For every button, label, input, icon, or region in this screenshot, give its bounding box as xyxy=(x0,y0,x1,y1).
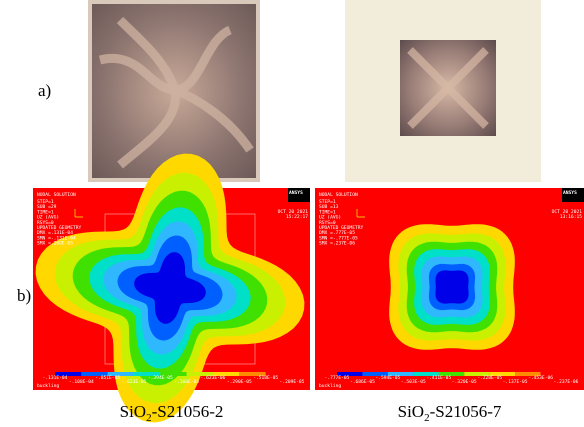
ansys-footer: buckling xyxy=(37,383,59,389)
ansys-info: SUB =13 xyxy=(319,204,339,210)
ansys-time: 13:16:15 xyxy=(560,214,582,220)
colorbar-label: -.209E-05 xyxy=(280,379,305,385)
ansys-info: UPDATED GEOMETRY xyxy=(319,225,363,231)
caption: SiO2-S21056-7 xyxy=(398,402,502,424)
ansys-info: SMN =-.131E-04 xyxy=(37,235,76,241)
caption-part: -S21056-2 xyxy=(152,402,224,421)
ansys-logo: ANSYS xyxy=(289,190,303,196)
ansys-info: RSYS=0 xyxy=(319,220,336,226)
ansys-info: STEP=1 xyxy=(37,199,54,205)
ansys-footer: buckling xyxy=(319,383,341,389)
colorbar-label: -.320E-05 xyxy=(452,379,477,385)
ansys-info: SUB =29 xyxy=(37,204,57,210)
colorbar-label: -.411E-05 xyxy=(426,375,451,381)
ansys-info: STEP=1 xyxy=(319,199,336,205)
ansys-header: NODAL SOLUTION xyxy=(319,192,358,198)
colorbar-label: -.131E-04 xyxy=(43,375,68,381)
colorbar-label: -.166E-05 xyxy=(174,379,199,385)
figure: a) b) NODAL SOLUTIONSTEP=1SUB =29TIME=1U… xyxy=(0,0,584,427)
label-b: b) xyxy=(17,286,31,305)
ansys-info: UZ (AVG) xyxy=(319,215,341,221)
ansys-info: SMN =-.777E-05 xyxy=(319,235,358,241)
colorbar-label: -.453E-06 xyxy=(528,375,553,381)
colorbar-label: -.228E-05 xyxy=(477,375,502,381)
ansys-info: UZ (AVG) xyxy=(37,215,59,221)
colorbar-label: -.290E-05 xyxy=(227,379,252,385)
colorbar-label: -.686E-05 xyxy=(350,379,375,385)
ansys-header: NODAL SOLUTION xyxy=(37,192,76,198)
colorbar-label: -.394E-05 xyxy=(148,375,173,381)
caption-part: -S21056-7 xyxy=(430,402,502,421)
colorbar-label: -.623E-06 xyxy=(201,375,226,381)
ansys-time: 15:22:17 xyxy=(286,214,308,220)
colorbar-label: -.137E-05 xyxy=(503,379,528,385)
caption: SiO2-S21056-2 xyxy=(120,402,224,424)
colorbar-label: -.237E-06 xyxy=(554,379,579,385)
colorbar-label: -.594E-05 xyxy=(375,375,400,381)
ansys-info: SMX =.209E-05 xyxy=(37,241,73,247)
ansys-info: TIME=1 xyxy=(37,209,54,215)
caption-part: SiO xyxy=(398,402,424,421)
ansys-logo: ANSYS xyxy=(563,190,577,196)
ansys-info: TIME=1 xyxy=(319,209,336,215)
colorbar-label: -.518E-05 xyxy=(253,375,278,381)
ansys-info: DMX =.777E-05 xyxy=(319,230,355,236)
ansys-info: UPDATED GEOMETRY xyxy=(37,225,81,231)
ansys-info: DMX =.131E-04 xyxy=(37,230,73,236)
ansys-info: SMX =.237E-06 xyxy=(319,241,355,247)
colorbar-label: -.623E-05 xyxy=(122,379,147,385)
label-a: a) xyxy=(38,81,51,100)
colorbar-label: -.777E-05 xyxy=(325,375,350,381)
colorbar-label: -.503E-05 xyxy=(401,379,426,385)
caption-part: SiO xyxy=(120,402,146,421)
colorbar-label: -.851E-05 xyxy=(95,375,120,381)
ansys-info: RSYS=0 xyxy=(37,220,54,226)
contour-core xyxy=(437,272,467,302)
colorbar-label: -.108E-04 xyxy=(69,379,94,385)
